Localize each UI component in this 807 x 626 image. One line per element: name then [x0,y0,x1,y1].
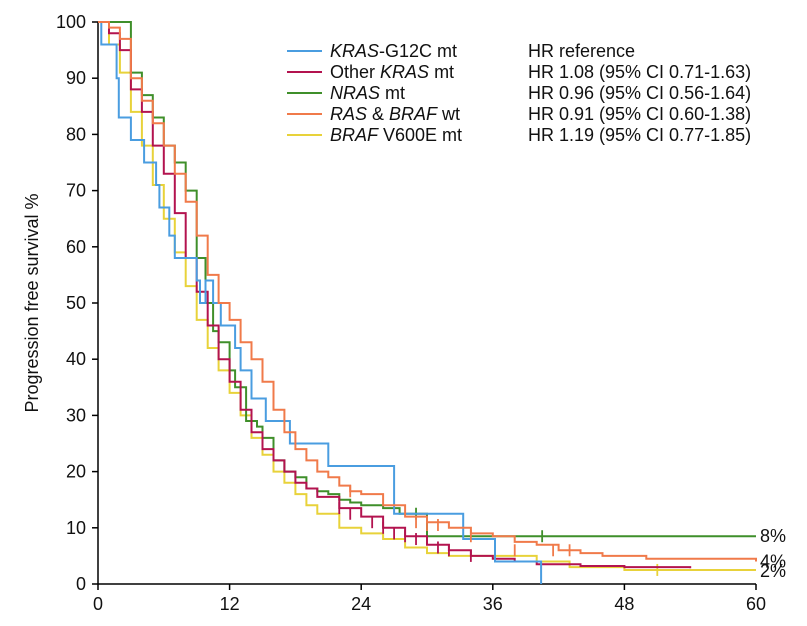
legend-label-part: BRAF [389,104,438,124]
x-tick-label: 24 [351,594,371,614]
legend-hr-3: HR 0.91 (95% CI 0.60-1.38) [528,104,751,124]
legend-label-1: Other KRAS mt [330,62,454,82]
legend-label-part: KRAS [380,62,429,82]
x-tick-label: 12 [220,594,240,614]
x-tick-label: 60 [746,594,766,614]
x-tick-label: 0 [93,594,103,614]
y-tick-label: 0 [76,574,86,594]
legend-label-part: wt [437,104,460,124]
end-label-1: 4% [760,552,786,572]
y-axis-label: Progression free survival % [22,193,42,412]
end-labels: 8% 4%2% [760,526,786,581]
y-tick-label: 20 [66,462,86,482]
y-tick-label: 90 [66,68,86,88]
legend-label-part: BRAF [330,125,379,145]
y-tick-label: 60 [66,237,86,257]
y-tick-label: 40 [66,349,86,369]
legend-hr-0: HR reference [528,41,635,61]
legend-label-part: & [367,104,389,124]
end-label-2: 2% [760,561,786,581]
legend-label-part: -G12C mt [379,41,457,61]
end-label-0: 8% [760,526,786,546]
y-tick-label: 100 [56,12,86,32]
legend-label-part: mt [429,62,454,82]
y-tick-label: 80 [66,124,86,144]
y-tick-label: 50 [66,293,86,313]
legend-label-0: KRAS-G12C mt [330,41,457,61]
legend-label-2: NRAS mt [330,83,405,103]
y-tick-label: 30 [66,405,86,425]
legend-hr-4: HR 1.19 (95% CI 0.77-1.85) [528,125,751,145]
legend-hr-1: HR 1.08 (95% CI 0.71-1.63) [528,62,751,82]
km-curve-0 [98,21,543,584]
legend-hr-2: HR 0.96 (95% CI 0.56-1.64) [528,83,751,103]
legend-label-part: Other [330,62,380,82]
km-curve-4 [98,21,756,571]
legend-label-part: NRAS [330,83,380,103]
y-tick-label: 70 [66,181,86,201]
x-tick-label: 36 [483,594,503,614]
axes: 0 10 20 30 40 50 60 70 80 90 100 0 12 24 36 48 60 Progres… [22,12,766,614]
legend-label-4: BRAF V600E mt [330,125,462,145]
curves [98,21,757,584]
legend-label-part: KRAS [330,41,379,61]
km-curve-3 [98,21,757,562]
legend-label-part: V600E mt [378,125,462,145]
y-tick-label: 10 [66,518,86,538]
legend-label-3: RAS & BRAF wt [330,104,460,124]
x-tick-label: 48 [614,594,634,614]
legend: KRAS-G12C mt HR reference Other KRAS mt HR … [287,41,751,145]
legend-label-part: mt [380,83,405,103]
legend-label-part: RAS [330,104,367,124]
